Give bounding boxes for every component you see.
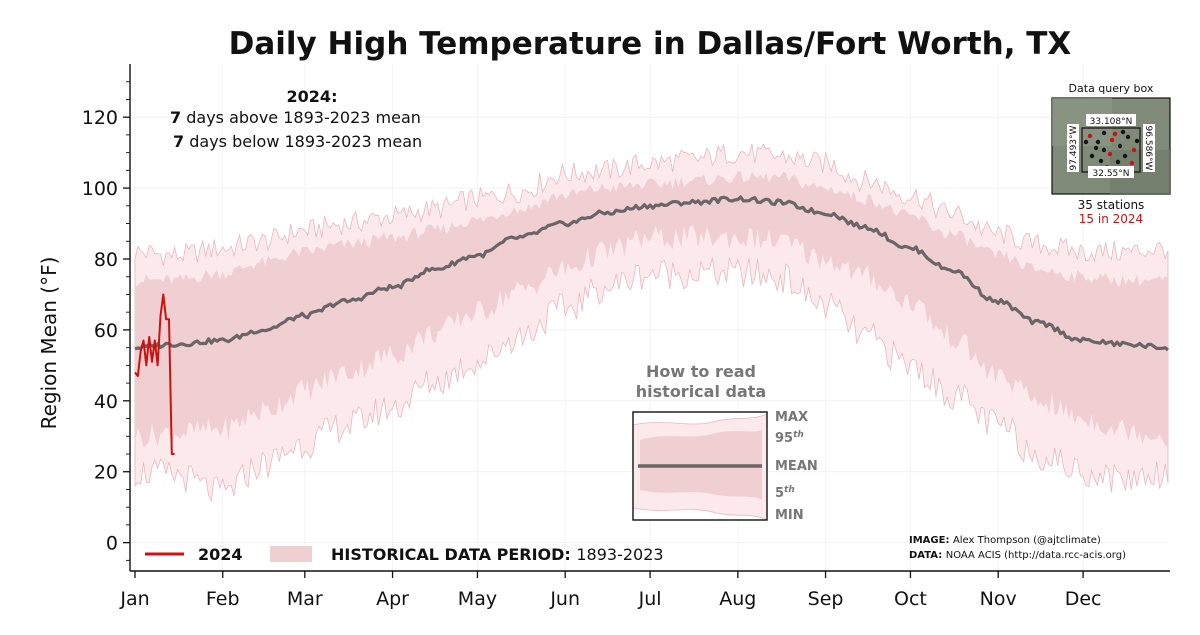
station-marker-0: [1087, 133, 1093, 139]
station-marker-9: [1107, 151, 1113, 157]
howto-title-line2: historical data: [636, 382, 766, 401]
station-marker-10: [1115, 159, 1121, 165]
y-tick-label-20: 20: [94, 462, 118, 484]
station-marker-8: [1098, 158, 1104, 164]
x-tick-label-Feb: Feb: [206, 588, 240, 610]
credit-data: DATA: NOAA ACIS (http://data.rcc-acis.or…: [909, 550, 1126, 561]
x-tick-label-Apr: Apr: [376, 588, 409, 610]
historical-mean-line: [134, 195, 1170, 352]
howto-frame: [632, 411, 768, 521]
query-n-lat: 33.108°N: [1090, 117, 1133, 127]
station-marker-6: [1131, 147, 1137, 153]
band-5th-95th: [135, 171, 1168, 448]
station-marker-12: [1129, 160, 1135, 166]
x-tick-label-Mar: Mar: [287, 588, 323, 610]
query-s-label-bg: [1088, 166, 1134, 178]
annotation-2024-summary: 2024: 7 days above 1893-2023 mean 7 days…: [170, 87, 422, 151]
x-tick-label-Sep: Sep: [808, 588, 844, 610]
query-e-label-bg: [1143, 124, 1155, 172]
query-w-lon: 97.493°W: [1069, 125, 1079, 170]
x-tick-label-May: May: [458, 588, 497, 610]
legend: 2024 HISTORICAL DATA PERIOD: 1893-2023: [145, 545, 664, 564]
credits: IMAGE: Alex Thompson (@ajtclimate) DATA:…: [909, 535, 1126, 561]
x-tick-label-Jan: Jan: [119, 588, 149, 610]
station-marker-17: [1134, 138, 1140, 144]
y-ticks: 0 20 40 60 80 100 120: [82, 81, 130, 561]
x-tick-label-Aug: Aug: [719, 588, 756, 610]
legend-historical-swatch: [270, 546, 312, 562]
howto-min-label: MIN: [775, 508, 804, 523]
y-axis-label: Region Mean (°F): [37, 257, 61, 430]
howto-mean-label: MEAN: [775, 459, 818, 474]
y-tick-label-80: 80: [94, 249, 118, 271]
annotation-below: 7 days below 1893-2023 mean: [173, 132, 422, 151]
y-tick-label-40: 40: [94, 391, 118, 413]
x-tick-label-Nov: Nov: [980, 588, 1017, 610]
query-n-label-bg: [1086, 114, 1136, 126]
station-marker-4: [1117, 143, 1123, 149]
how-to-read-inset: How to read historical data MAX 95th MEA…: [632, 362, 818, 523]
station-marker-18: [1112, 131, 1118, 137]
station-marker-16: [1083, 139, 1089, 145]
station-marker-7: [1089, 153, 1095, 159]
howto-p5-label: 5th: [775, 485, 795, 501]
y-tick-label-60: 60: [94, 320, 118, 342]
query-s-lat: 32.55°N: [1093, 169, 1130, 179]
series-line-2024: [134, 293, 175, 455]
station-marker-1: [1095, 139, 1101, 145]
x-tick-label-Oct: Oct: [894, 588, 927, 610]
x-tick-label-Jul: Jul: [638, 588, 662, 610]
stations-total: 35 stations: [1078, 198, 1145, 212]
data-query-box: Data query box 33.108°N 32.55°N 97.493°W…: [1051, 82, 1171, 226]
station-marker-11: [1122, 153, 1128, 159]
howto-p95-label: 95th: [775, 430, 804, 446]
series-layer: [134, 293, 175, 455]
x-tick-label-Jun: Jun: [549, 588, 580, 610]
station-marker-19: [1101, 147, 1107, 153]
x-ticks: Jan Feb Mar Apr May Jun Jul Aug Sep Oct Nov Dec: [119, 571, 1101, 610]
station-marker-3: [1109, 137, 1115, 143]
station-marker-13: [1093, 145, 1099, 151]
query-e-lon: 96.586°W: [1143, 126, 1153, 171]
y-tick-label-100: 100: [82, 178, 118, 200]
legend-2024-label: 2024: [198, 545, 243, 564]
legend-historical-label: HISTORICAL DATA PERIOD: 1893-2023: [331, 545, 664, 564]
x-tick-label-Dec: Dec: [1065, 588, 1102, 610]
howto-max-label: MAX: [775, 410, 808, 425]
query-w-label-bg: [1067, 124, 1079, 172]
howto-title-line1: How to read: [646, 362, 756, 381]
station-marker-2: [1101, 130, 1107, 136]
y-tick-label-120: 120: [82, 107, 118, 129]
chart-title: Daily High Temperature in Dallas/Fort Wo…: [229, 26, 1072, 62]
credit-image: IMAGE: Alex Thompson (@ajtclimate): [909, 535, 1101, 546]
station-marker-5: [1125, 134, 1131, 140]
annotation-above: 7 days above 1893-2023 mean: [170, 108, 421, 127]
y-tick-label-0: 0: [106, 533, 118, 555]
query-box-title: Data query box: [1069, 82, 1154, 95]
stations-2024: 15 in 2024: [1079, 212, 1143, 226]
station-marker-14: [1120, 129, 1126, 135]
annotation-year: 2024:: [287, 87, 338, 106]
